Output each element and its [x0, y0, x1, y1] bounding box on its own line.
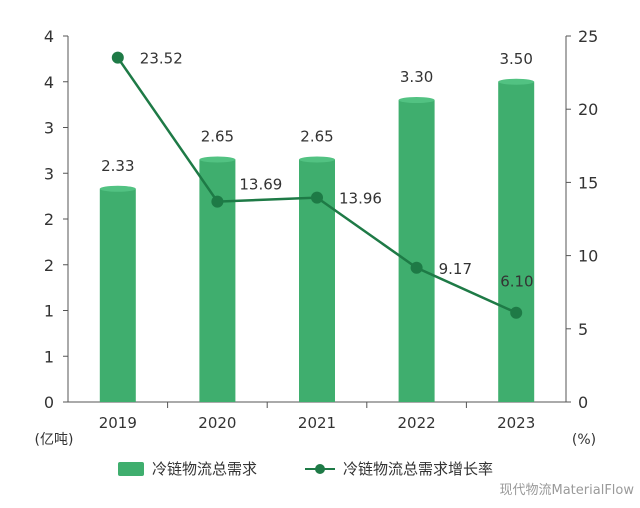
x-tick-label: 2020: [198, 414, 236, 432]
legend: 冷链物流总需求 冷链物流总需求增长率: [118, 458, 493, 479]
line-data-label: 9.17: [439, 260, 472, 278]
legend-bar-swatch: [118, 461, 144, 476]
left-tick-label: 2: [44, 210, 54, 229]
line-point: [410, 261, 423, 274]
bar: [99, 188, 136, 402]
line-data-label: 23.52: [140, 50, 183, 68]
line-data-label: 13.96: [339, 190, 382, 208]
watermark: 现代物流MaterialFlow: [499, 483, 635, 498]
left-tick-label: 3: [44, 164, 54, 183]
left-tick-label: 3: [44, 119, 54, 138]
bar-data-label: 3.30: [400, 68, 433, 86]
bar-top: [299, 156, 335, 163]
left-tick-label: 1: [44, 302, 54, 321]
line-data-label: 6.10: [500, 273, 533, 291]
line-data-label: 13.69: [239, 176, 282, 194]
legend-item-line: 冷链物流总需求增长率: [305, 458, 493, 479]
bar: [398, 100, 435, 403]
bar-top: [398, 97, 435, 104]
right-tick-label: 15: [578, 173, 598, 192]
x-tick-label: 2022: [398, 414, 436, 432]
y-left-unit-label: (亿吨): [35, 432, 74, 448]
left-tick-label: 0: [44, 393, 54, 412]
x-tick-label: 2021: [298, 414, 336, 432]
left-tick-label: 4: [44, 27, 54, 46]
bar: [498, 81, 535, 402]
right-tick-label: 5: [578, 320, 588, 339]
bar-data-label: 2.65: [300, 128, 333, 146]
bar-top: [498, 78, 535, 85]
left-tick-label: 4: [44, 73, 54, 92]
line-point: [311, 191, 323, 204]
legend-item-bar: 冷链物流总需求: [118, 458, 257, 479]
x-tick-label: 2019: [99, 414, 137, 432]
legend-bar-label: 冷链物流总需求: [152, 460, 258, 478]
left-tick-label: 2: [44, 256, 54, 275]
right-tick-label: 25: [578, 27, 598, 46]
line-point: [211, 195, 224, 208]
bar-top: [199, 156, 236, 163]
left-tick-label: 1: [44, 347, 54, 366]
right-tick-label: 0: [578, 393, 588, 412]
line-point: [510, 306, 523, 319]
bar-data-label: 2.33: [101, 157, 134, 175]
line-point: [111, 51, 124, 64]
bar-top: [99, 185, 136, 192]
y-right-unit-label: (%): [572, 432, 596, 448]
right-tick-label: 10: [578, 247, 598, 266]
right-tick-label: 20: [578, 100, 598, 119]
x-tick-label: 2023: [497, 414, 535, 432]
bar-data-label: 3.50: [499, 50, 532, 68]
bar-data-label: 2.65: [201, 128, 234, 146]
legend-line-swatch: [305, 462, 336, 476]
legend-line-label: 冷链物流总需求增长率: [343, 460, 494, 478]
